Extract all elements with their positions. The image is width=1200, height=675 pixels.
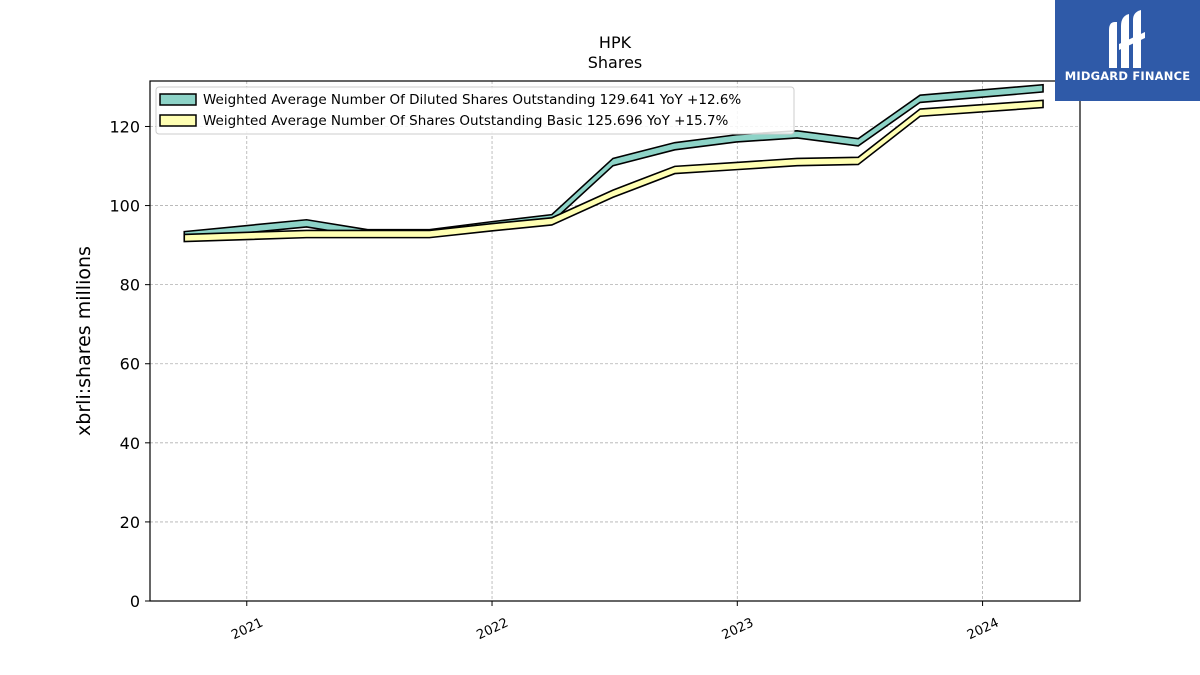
legend-frame bbox=[155, 86, 795, 135]
legend-swatch-basic bbox=[159, 114, 197, 127]
x-tick-label: 2024 bbox=[965, 616, 1001, 644]
y-tick-label: 0 bbox=[130, 592, 140, 611]
logo-text: MIDGARD FINANCE bbox=[1064, 69, 1191, 83]
x-tick-label: 2023 bbox=[720, 616, 756, 644]
y-tick-label: 40 bbox=[120, 434, 140, 453]
y-tick-label: 60 bbox=[120, 355, 140, 374]
y-tick-label: 100 bbox=[109, 197, 140, 216]
series-band-1 bbox=[183, 99, 1044, 243]
axes: 0 20 40 60 80 100 120 2021 2022 2023 2024 bbox=[109, 117, 1001, 643]
chart-title: HPK bbox=[599, 33, 632, 52]
y-axis-label: xbrli:shares millions bbox=[73, 246, 95, 436]
y-tick-label: 120 bbox=[109, 117, 140, 136]
y-tick-label: 20 bbox=[120, 513, 140, 532]
midgard-logo-icon bbox=[1109, 10, 1145, 68]
legend-swatch-diluted bbox=[159, 93, 197, 106]
legend: Weighted Average Number Of Diluted Share… bbox=[155, 86, 795, 135]
legend-label-diluted: Weighted Average Number Of Diluted Share… bbox=[203, 92, 741, 108]
legend-label-basic: Weighted Average Number Of Shares Outsta… bbox=[203, 113, 729, 129]
x-tick-label: 2022 bbox=[474, 616, 510, 644]
plot-frame bbox=[149, 80, 1081, 602]
midgard-finance-logo: MIDGARD FINANCE bbox=[1055, 0, 1200, 101]
x-tick-label: 2021 bbox=[229, 616, 265, 644]
series-layer bbox=[183, 83, 1044, 243]
y-tick-label: 80 bbox=[120, 276, 140, 295]
chart-subtitle: Shares bbox=[588, 53, 643, 72]
